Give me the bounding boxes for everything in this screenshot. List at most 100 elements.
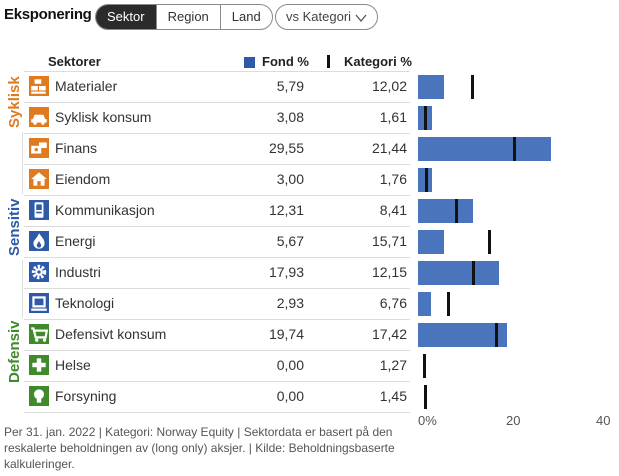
sector-name: Kommunikasjon [55,202,155,218]
sector-name: Industri [55,264,101,280]
table-row: Kommunikasjon 12,31 8,41 [0,196,410,227]
category-value: 17,42 [371,326,407,342]
cross-icon [29,355,49,380]
fund-value: 29,55 [268,140,304,156]
table-divider [24,71,410,72]
exposure-tab-group: Sektor Region Land [95,4,273,30]
fund-column-header: Fond % [262,54,309,69]
sector-name: Forsyning [55,388,117,404]
fund-bar [418,323,507,347]
computer-icon [29,293,49,318]
section-title: Eksponering [4,6,92,23]
fund-value: 12,31 [268,202,304,218]
fund-value: 2,93 [276,295,304,311]
fund-legend-swatch [244,57,255,68]
sector-name: Finans [55,140,98,156]
table-divider [24,350,410,351]
category-value: 8,41 [379,202,407,218]
table-divider [24,381,410,382]
category-value: 1,45 [379,388,407,404]
table-row: Helse 0,00 1,27 [0,351,410,382]
sector-name: Energi [55,233,96,249]
fund-bar [418,75,445,99]
category-column-header: Kategori % [344,54,412,69]
group-divider [22,260,23,318]
fund-bar [418,230,444,254]
sector-name: Syklisk konsum [55,109,152,125]
group-divider [22,132,23,194]
category-value: 12,15 [371,264,407,280]
sector-column-header: Sektorer [48,54,101,69]
category-value: 21,44 [371,140,407,156]
table-row: Defensivt konsum 19,74 17,42 [0,320,410,351]
category-value: 1,76 [379,171,407,187]
category-marker [424,106,428,130]
table-divider [24,319,410,320]
fund-bar [418,261,499,285]
tab-country[interactable]: Land [231,9,261,24]
fund-bar [418,292,432,316]
category-legend-marker [327,55,330,68]
category-marker [487,230,491,254]
fund-value: 3,00 [276,171,304,187]
table-row: Eiendom 3,00 1,76 [0,165,410,196]
sector-name: Teknologi [55,295,115,311]
tab-region[interactable]: Region [157,5,221,29]
finance-icon [29,138,49,163]
tab-sector[interactable]: Sektor [96,5,157,29]
car-icon [29,107,49,132]
bulb-icon [29,386,49,411]
fund-bar [418,137,551,161]
table-divider [24,412,410,413]
fund-value: 0,00 [276,388,304,404]
sector-name: Materialer [55,78,118,94]
table-row: Industri 17,93 12,15 [0,258,410,289]
category-marker [471,261,475,285]
fund-bar [418,199,474,223]
table-row: Teknologi 2,93 6,76 [0,289,410,320]
category-marker [495,323,499,347]
table-row: Finans 29,55 21,44 [0,134,410,165]
category-value: 6,76 [379,295,407,311]
table-divider [24,257,410,258]
phone-icon [29,200,49,225]
category-marker [424,168,428,192]
fund-value: 5,79 [276,78,304,94]
fund-bar [418,168,432,192]
axis-tick-label: 0% [418,413,437,428]
footnote: Per 31. jan. 2022 | Kategori: Norway Equ… [4,425,395,471]
table-divider [24,288,410,289]
fund-value: 5,67 [276,233,304,249]
table-divider [24,102,410,103]
table-row: Materialer 5,79 12,02 [0,72,410,103]
chevron-down-icon [355,14,367,22]
axis-tick-label: 40 [596,413,611,428]
table-divider [24,226,410,227]
category-marker [471,75,475,99]
category-value: 12,02 [371,78,407,94]
sector-name: Eiendom [55,171,111,187]
table-divider [24,133,410,134]
materials-icon [29,76,49,101]
fund-value: 19,74 [268,326,304,342]
axis-tick-label: 20 [506,413,521,428]
cart-icon [29,324,49,349]
fund-value: 0,00 [276,357,304,373]
comparison-dropdown[interactable]: vs Kategori [275,4,379,30]
category-marker [447,292,451,316]
house-icon [29,169,49,194]
category-value: 1,27 [379,357,407,373]
category-value: 15,71 [371,233,407,249]
category-marker [422,354,426,378]
sector-name: Helse [55,357,91,373]
category-value: 1,61 [379,109,407,125]
table-divider [24,164,410,165]
fund-value: 3,08 [276,109,304,125]
table-row: Forsyning 0,00 1,45 [0,382,410,413]
comparison-dropdown-label: vs Kategori [286,9,352,24]
sector-name: Defensivt konsum [55,326,167,342]
table-row: Energi 5,67 15,71 [0,227,410,258]
table-row: Syklisk konsum 3,08 1,61 [0,103,410,134]
fund-value: 17,93 [268,264,304,280]
category-marker [423,385,427,409]
